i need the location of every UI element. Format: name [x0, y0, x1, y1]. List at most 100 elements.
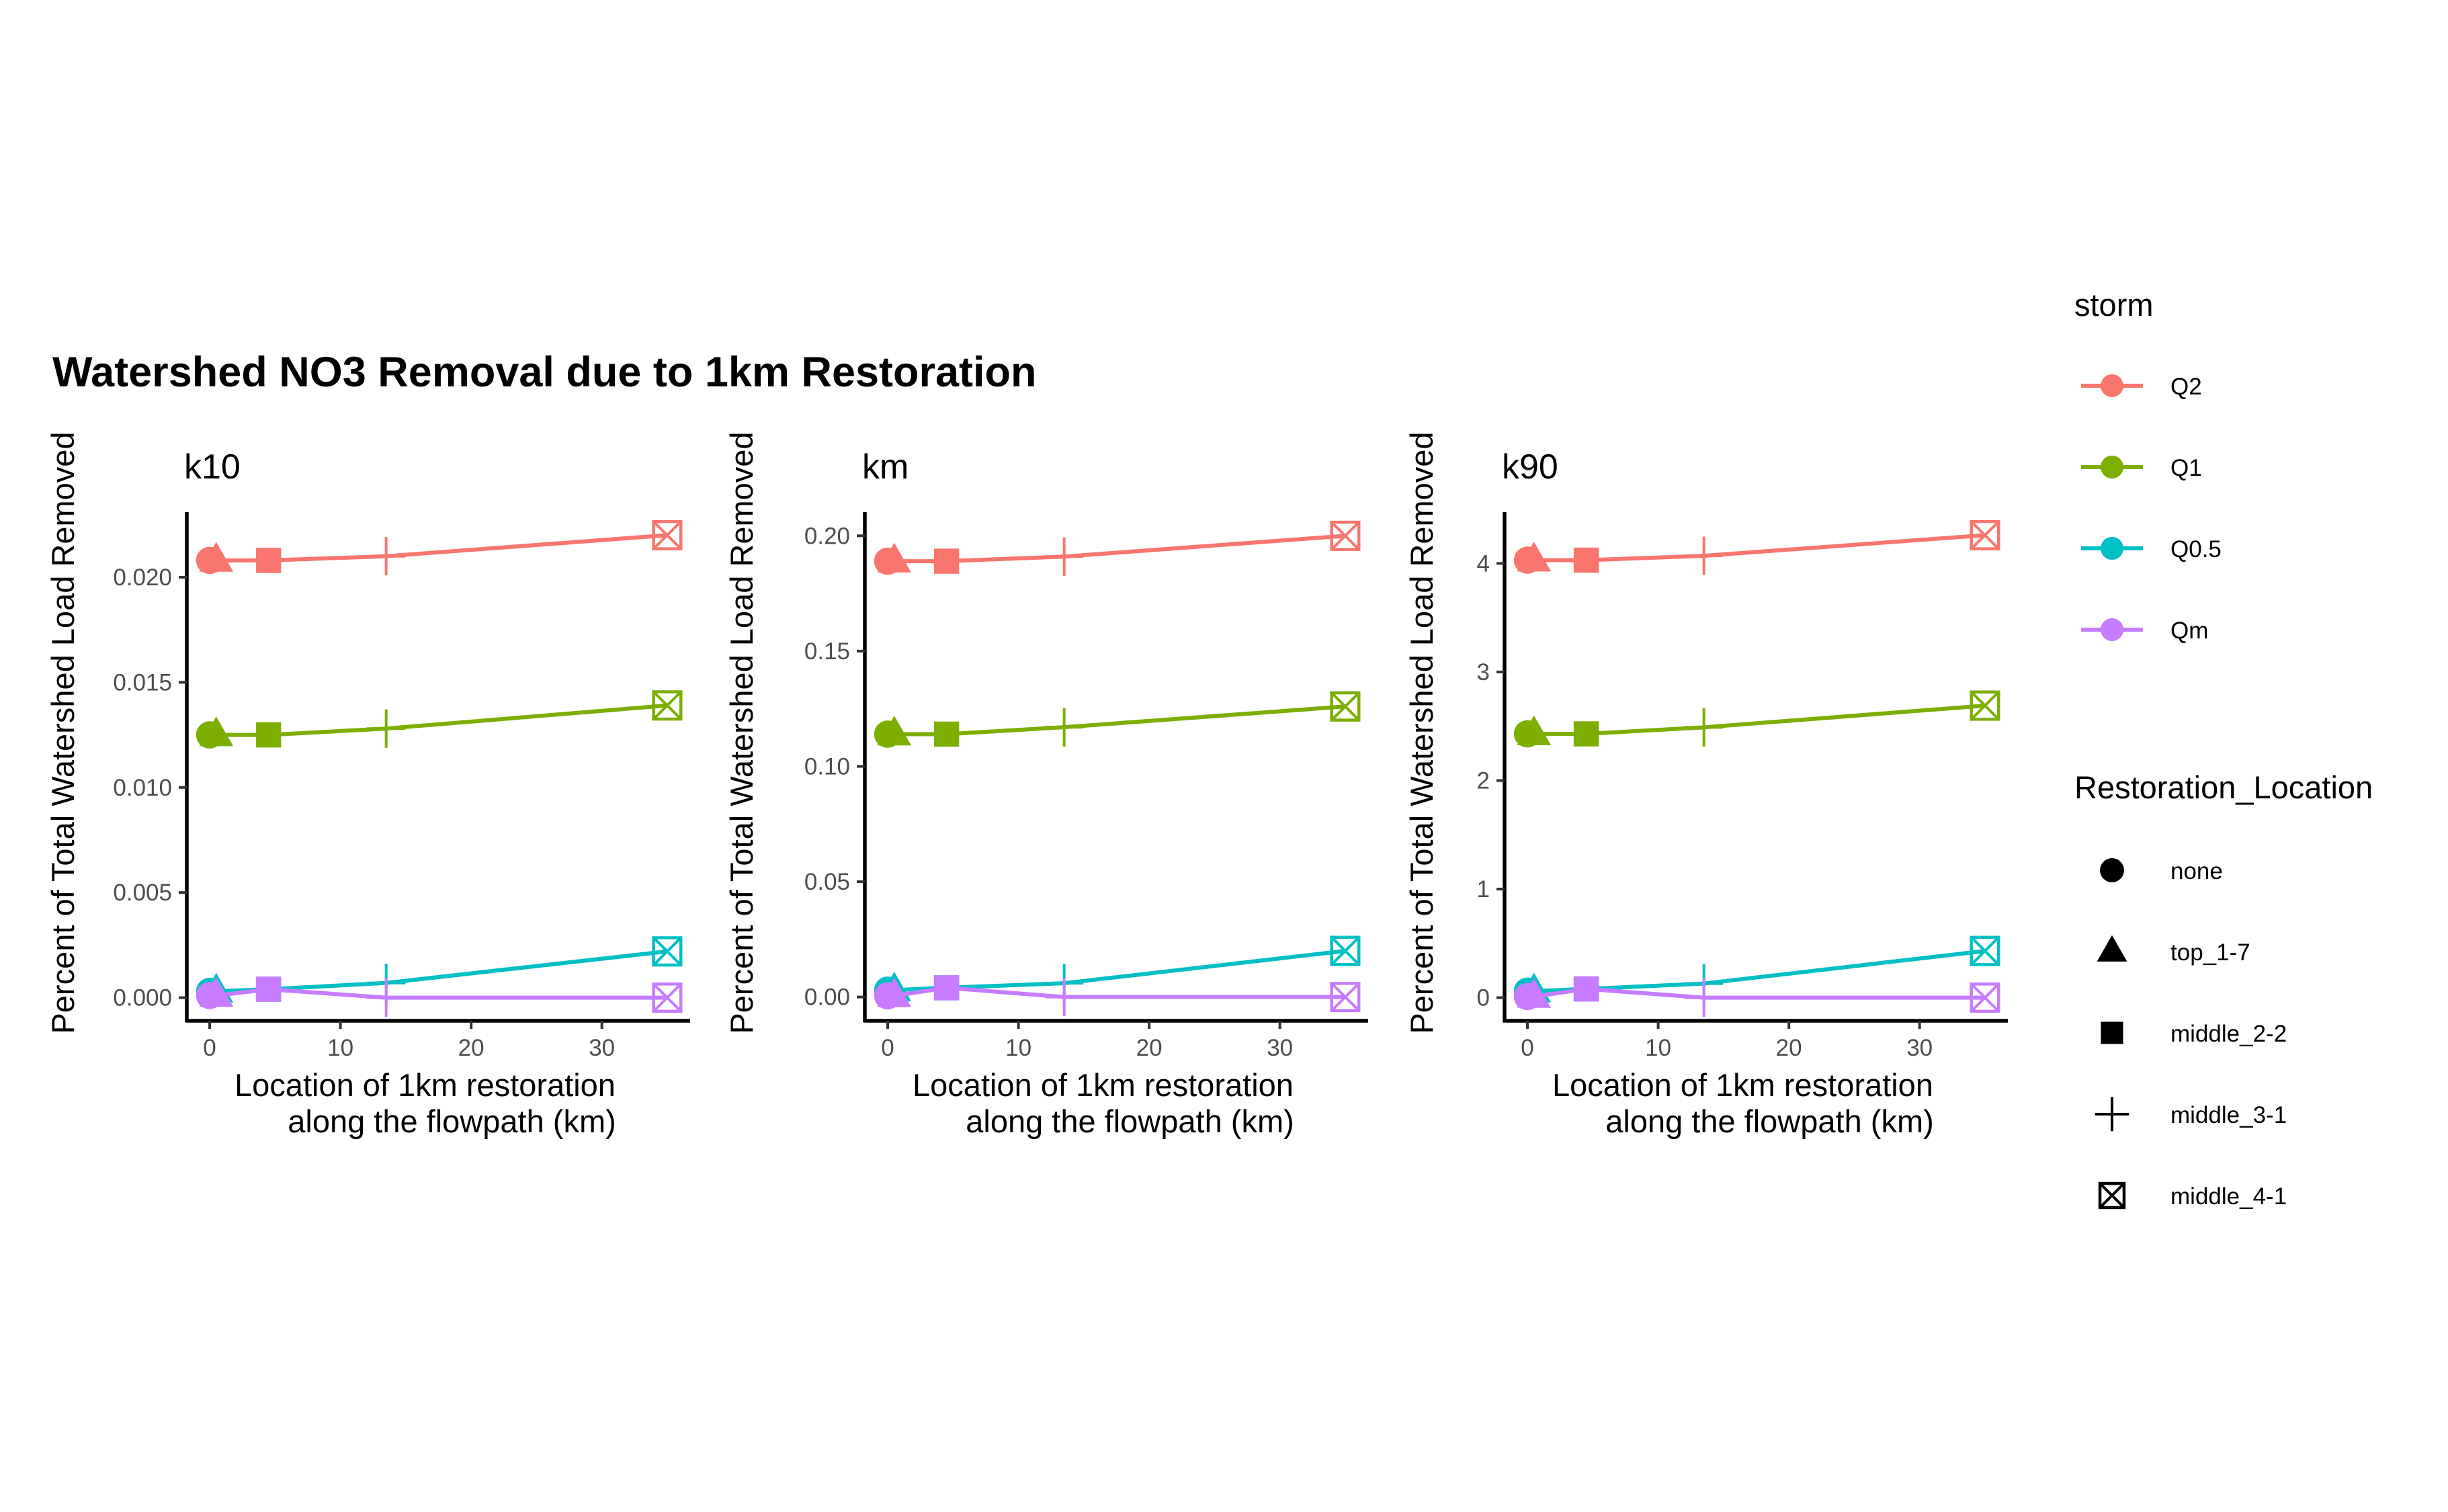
data-point-Q2-middle_4-1-box: [1970, 519, 2000, 550]
data-point-Qm-middle_4-1-diag2: [1331, 982, 1360, 1012]
y-tick-label: 2: [1477, 768, 1490, 794]
data-point-Q2-middle_2-2: [1573, 547, 1599, 573]
x-tick-label: 30: [1906, 1035, 1933, 1061]
data-point-Q0.5-middle_4-1-box: [1970, 935, 2000, 966]
data-point-Q2-middle_4-1-box: [1330, 520, 1361, 551]
data-point-Q2-middle_3-1: [367, 537, 406, 576]
legend-title-restoration: Restoration_Location: [2074, 769, 2373, 805]
data-point-Q1-top_1-7: [199, 716, 234, 747]
legend-item-Q1: Q1: [2081, 455, 2202, 481]
legend-key-middle_2-2-square: [2101, 1021, 2123, 1044]
panel-k10: k10 0.000 0.005 0.010 0.015 0.020 0 10 20 30 Locat…: [45, 431, 690, 1139]
data-point-Qm-middle_3-1: [1045, 978, 1084, 1017]
data-point-Qm-top_1-7-triangle: [199, 977, 234, 1007]
y-tick-label: 4: [1477, 550, 1490, 577]
data-point-Q1-top_1-7: [1517, 715, 1552, 745]
data-point-Qm-top_1-7: [1517, 978, 1552, 1008]
data-point-Q1-top_1-7-triangle: [199, 716, 234, 747]
y-tick-label: 0.05: [804, 869, 850, 895]
x-tick-label: 20: [1136, 1035, 1163, 1061]
data-point-Q2-top_1-7-triangle: [1517, 542, 1552, 572]
data-point-Q2-middle_2-2-square: [255, 548, 282, 573]
data-point-Qm-middle_3-1: [367, 978, 406, 1017]
data-point-Qm-top_1-7-triangle: [877, 977, 912, 1007]
data-point-Q0.5-middle_4-1-diag2: [1970, 936, 2000, 966]
y-tick-label: 0: [1477, 985, 1490, 1011]
y-tick-label: 0.010: [113, 775, 172, 801]
data-point-Qm-top_1-7: [877, 977, 912, 1007]
data-point-Q0.5-middle_4-1-box: [652, 936, 683, 967]
x-tick-label: 10: [1645, 1035, 1671, 1061]
x-axis-label-line: Location of 1km restoration: [913, 1067, 1294, 1103]
data-point-Q2-middle_3-1: [1045, 537, 1084, 576]
legend-label: middle_3-1: [2170, 1102, 2287, 1128]
data-point-Q0.5-middle_4-1: [1970, 935, 2000, 966]
x-axis-label-line: along the flowpath (km): [1605, 1103, 1934, 1139]
data-point-Q1-middle_4-1: [1970, 690, 2000, 721]
data-point-Qm-middle_2-2-square: [255, 976, 282, 1002]
x-tick-label: 10: [1005, 1035, 1031, 1061]
data-point-Q1-top_1-7-triangle: [1517, 715, 1552, 745]
data-point-Qm-middle_4-1: [652, 982, 683, 1013]
data-point-Q1-top_1-7-triangle: [877, 716, 912, 746]
data-point-Q1-middle_3-1: [367, 709, 406, 748]
legend-key-middle_4-1-diag2: [2099, 1182, 2125, 1209]
data-point-Q1-middle_4-1-diag2: [1970, 691, 2000, 720]
y-axis-label: Percent of Total Watershed Load Removed: [724, 431, 759, 1034]
legend-item-Qm: Qm: [2081, 618, 2208, 644]
legend-label: none: [2170, 858, 2223, 884]
y-tick-label: 0.005: [113, 880, 172, 906]
data-point-Q2-top_1-7-triangle: [199, 542, 234, 572]
legend-key-middle_2-2: [2101, 1021, 2123, 1044]
data-point-Q2-middle_4-1: [1970, 519, 2000, 550]
data-point-Q1-middle_2-2: [255, 722, 282, 748]
panel-title: k90: [1502, 448, 1558, 487]
x-tick-label: 30: [1267, 1035, 1293, 1061]
data-point-Q2-middle_2-2-square: [933, 548, 960, 574]
y-tick-label: 0.015: [113, 669, 172, 696]
data-point-Q1-middle_4-1-diag2: [652, 691, 682, 720]
legend-label: Q1: [2170, 455, 2202, 481]
data-point-Qm-middle_3-1: [1685, 978, 1724, 1017]
x-axis-label: Location of 1km restoration along the flo…: [913, 1067, 1294, 1139]
data-point-Qm-middle_4-1-box: [1330, 982, 1361, 1013]
legend-key-point: [2101, 618, 2123, 641]
data-point-Q1-middle_2-2: [933, 721, 960, 747]
data-point-Q2-middle_3-1: [1685, 536, 1724, 575]
x-axis-label-line: along the flowpath (km): [288, 1103, 616, 1139]
x-tick-label: 0: [203, 1035, 216, 1061]
data-point-Q2-middle_4-1: [652, 519, 683, 550]
data-point-Qm-top_1-7-triangle: [1517, 978, 1552, 1008]
data-point-Q1-middle_4-1: [652, 690, 683, 721]
legend-key-point: [2101, 374, 2123, 397]
x-tick-label: 0: [1521, 1035, 1533, 1061]
y-tick-label: 0.20: [804, 523, 850, 549]
panel-title: km: [862, 448, 909, 487]
data-point-Qm-middle_2-2: [255, 976, 282, 1002]
y-axis-label: Percent of Total Watershed Load Removed: [1404, 431, 1439, 1034]
data-point-Q0.5-middle_4-1: [1330, 935, 1361, 966]
data-point-Q1-middle_4-1-box: [1330, 691, 1361, 722]
legend-key-point: [2101, 456, 2123, 478]
legend-label: middle_2-2: [2170, 1021, 2287, 1047]
x-axis-label-line: along the flowpath (km): [966, 1103, 1294, 1139]
data-point-Q1-middle_2-2-square: [1573, 721, 1599, 747]
legend-key-point: [2101, 537, 2123, 560]
x-axis-label-line: Location of 1km restoration: [235, 1067, 616, 1103]
y-tick-label: 0.00: [804, 984, 850, 1011]
legend-label: Qm: [2170, 618, 2208, 644]
legend-key-top_1-7: [2097, 935, 2127, 962]
data-point-Q1-middle_4-1: [1330, 691, 1361, 722]
data-point-Qm-middle_4-1-box: [1970, 982, 2000, 1013]
legend-key-none: [2100, 858, 2124, 882]
legend-label: top_1-7: [2170, 939, 2250, 966]
x-tick-label: 30: [589, 1035, 615, 1061]
data-point-Q1-middle_4-1-box: [652, 690, 683, 721]
data-point-Q2-middle_2-2: [255, 548, 282, 573]
data-point-Qm-middle_4-1-box: [652, 982, 683, 1013]
data-point-Q1-middle_4-1-diag2: [1331, 691, 1360, 721]
y-axis-label: Percent of Total Watershed Load Removed: [45, 431, 81, 1034]
